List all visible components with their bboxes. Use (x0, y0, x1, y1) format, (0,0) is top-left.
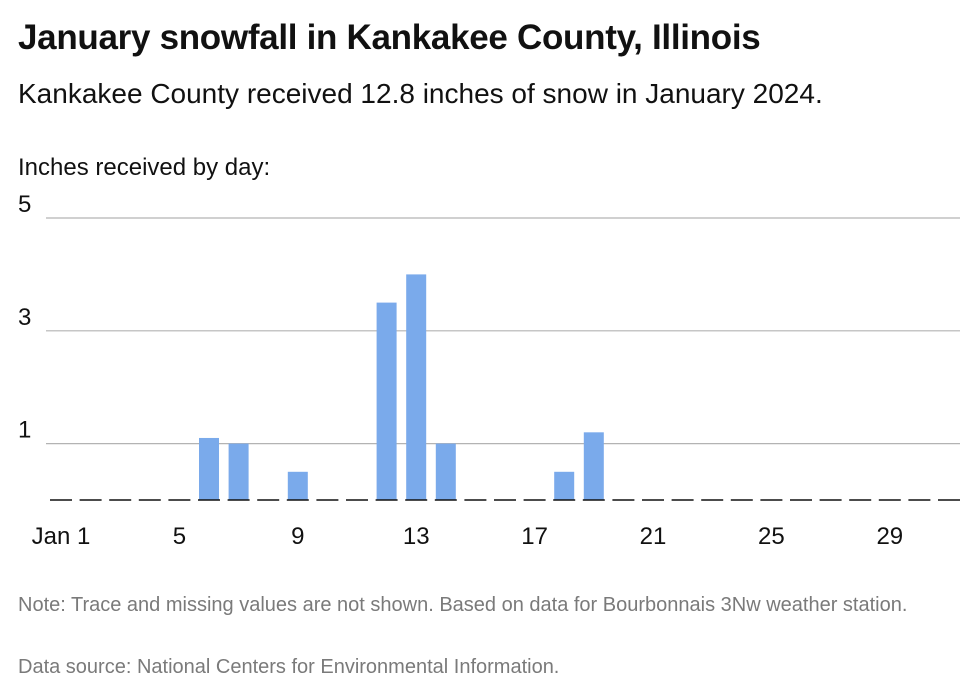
x-tick-label: 5 (173, 523, 186, 550)
x-tick-label: 17 (521, 523, 548, 550)
bar (376, 302, 397, 500)
x-axis: Jan 1 5 9 13 17 21 25 29 (32, 499, 962, 550)
y-tick-label: 1 (18, 417, 31, 444)
data-source: Data source: National Centers for Enviro… (18, 656, 560, 678)
bars (199, 274, 604, 500)
x-tick-label: 25 (758, 523, 785, 550)
bar (199, 437, 219, 500)
bar (228, 443, 249, 500)
x-tick-label: 13 (403, 523, 430, 550)
bar (554, 471, 575, 500)
bar (287, 471, 308, 500)
x-tick-label: 21 (640, 523, 667, 550)
gridlines: 1 3 5 (18, 191, 960, 445)
bar (583, 432, 604, 500)
bar (406, 274, 427, 500)
chart-title: January snowfall in Kankakee County, Ill… (18, 18, 761, 57)
bar (435, 443, 456, 500)
y-axis-label: Inches received by day: (18, 154, 271, 181)
chart-note: Note: Trace and missing values are not s… (18, 594, 908, 616)
x-tick-label: 29 (876, 523, 903, 550)
x-tick-label: 9 (291, 523, 304, 550)
y-tick-label: 3 (18, 304, 31, 331)
x-tick-label: Jan 1 (32, 523, 91, 550)
y-tick-label: 5 (18, 191, 31, 218)
snowfall-bar-chart: 135 Jan 1 5 9 13 17 21 25 29 (18, 191, 962, 550)
chart-subtitle: Kankakee County received 12.8 inches of … (18, 78, 823, 109)
